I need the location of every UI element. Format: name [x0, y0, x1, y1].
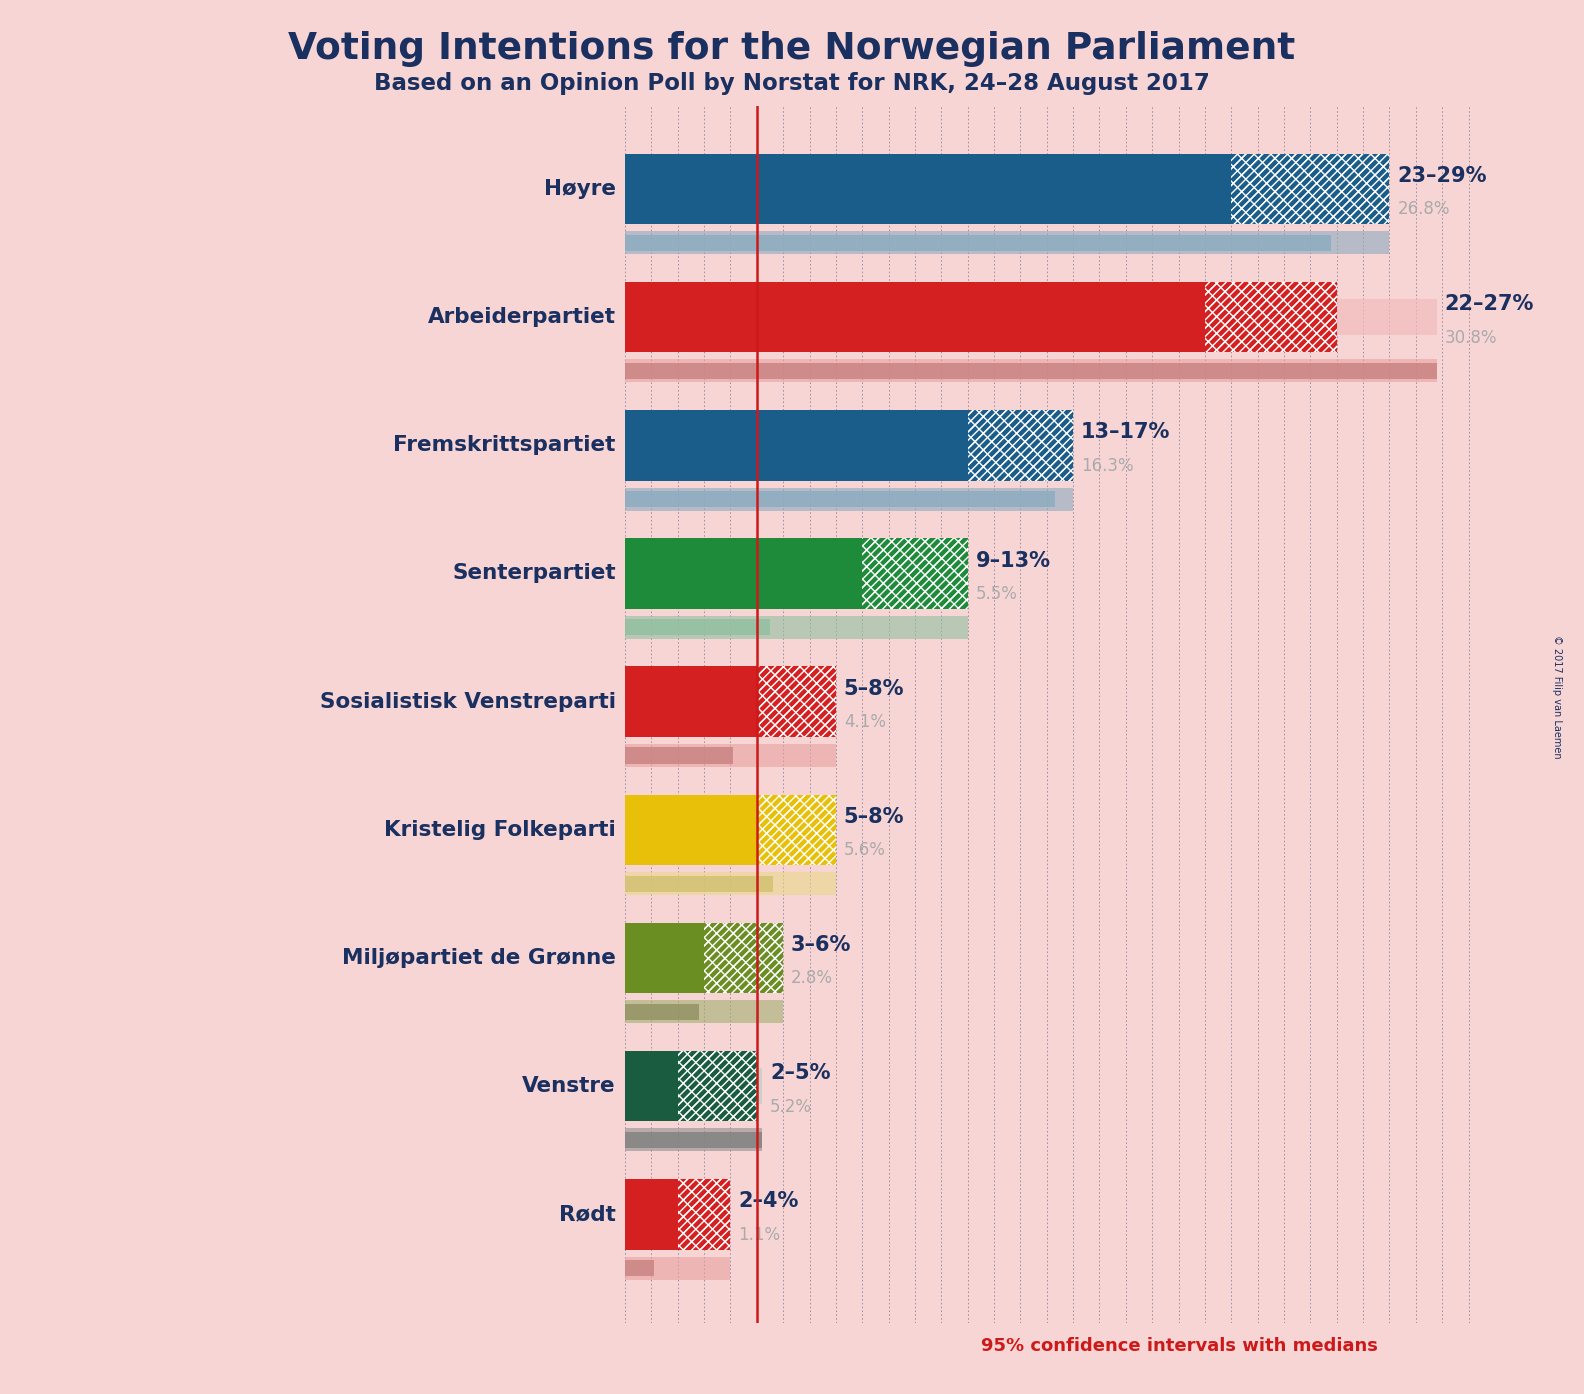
Bar	[862, 538, 968, 609]
Text: Venstre: Venstre	[523, 1076, 616, 1096]
Bar	[757, 666, 836, 737]
Bar	[626, 360, 1437, 382]
Text: 5–8%: 5–8%	[844, 807, 904, 827]
Bar	[968, 410, 1072, 481]
Bar	[626, 1001, 782, 1023]
Bar	[968, 410, 1072, 481]
Bar	[703, 923, 782, 993]
Text: Based on an Opinion Poll by Norstat for NRK, 24–28 August 2017: Based on an Opinion Poll by Norstat for …	[374, 72, 1210, 95]
Bar	[626, 1004, 699, 1020]
Bar	[626, 1179, 678, 1249]
Bar	[626, 875, 773, 892]
Bar	[626, 153, 1231, 224]
Text: 5–8%: 5–8%	[844, 679, 904, 698]
Text: 3–6%: 3–6%	[790, 935, 852, 955]
Text: 5.6%: 5.6%	[844, 842, 885, 859]
Bar	[1231, 153, 1389, 224]
Bar	[626, 923, 703, 993]
Bar	[626, 873, 836, 895]
Bar	[703, 923, 782, 993]
Bar	[626, 616, 968, 638]
Text: Senterpartiet: Senterpartiet	[451, 563, 616, 584]
Text: © 2017 Filip van Laemen: © 2017 Filip van Laemen	[1552, 636, 1562, 758]
Text: 9–13%: 9–13%	[976, 551, 1050, 570]
Bar	[626, 488, 1072, 510]
Text: 95% confidence intervals with medians: 95% confidence intervals with medians	[980, 1337, 1378, 1355]
Bar	[1231, 153, 1389, 224]
Text: Kristelig Folkeparti: Kristelig Folkeparti	[383, 820, 616, 839]
Bar	[626, 619, 770, 636]
Bar	[968, 410, 1072, 481]
Text: 2–5%: 2–5%	[770, 1064, 830, 1083]
Text: 26.8%: 26.8%	[1397, 201, 1449, 219]
Bar	[1337, 300, 1437, 335]
Bar	[626, 1132, 762, 1149]
Text: Miljøpartiet de Grønne: Miljøpartiet de Grønne	[342, 948, 616, 967]
Bar	[678, 1051, 757, 1121]
Bar	[862, 538, 968, 609]
Bar	[1205, 282, 1337, 353]
Bar	[626, 744, 836, 767]
Bar	[757, 795, 836, 866]
Text: 22–27%: 22–27%	[1445, 294, 1535, 314]
Text: Fremskrittspartiet: Fremskrittspartiet	[393, 435, 616, 456]
Bar	[626, 747, 733, 764]
Bar	[1231, 153, 1389, 224]
Bar	[626, 491, 1055, 507]
Text: 2–4%: 2–4%	[738, 1192, 798, 1211]
Bar	[626, 1051, 678, 1121]
Bar	[626, 362, 1437, 379]
Bar	[757, 795, 836, 866]
Bar	[626, 234, 1332, 251]
Text: 23–29%: 23–29%	[1397, 166, 1487, 187]
Bar	[1205, 282, 1337, 353]
Bar	[678, 1179, 730, 1249]
Bar	[626, 795, 757, 866]
Bar	[626, 538, 862, 609]
Bar	[626, 282, 1205, 353]
Bar	[1205, 282, 1337, 353]
Text: 2.8%: 2.8%	[790, 969, 833, 987]
Text: 4.1%: 4.1%	[844, 714, 885, 730]
Bar	[626, 1256, 730, 1280]
Bar	[678, 1179, 730, 1249]
Bar	[626, 231, 1389, 254]
Text: Arbeiderpartiet: Arbeiderpartiet	[428, 307, 616, 328]
Bar	[626, 666, 757, 737]
Bar	[757, 1068, 762, 1104]
Text: Rødt: Rødt	[559, 1204, 616, 1224]
Text: 5.5%: 5.5%	[976, 585, 1017, 604]
Bar	[862, 538, 968, 609]
Text: Sosialistisk Venstreparti: Sosialistisk Venstreparti	[320, 691, 616, 711]
Text: 30.8%: 30.8%	[1445, 329, 1497, 347]
Bar	[678, 1051, 757, 1121]
Text: Høyre: Høyre	[543, 178, 616, 199]
Bar	[678, 1051, 757, 1121]
Bar	[757, 666, 836, 737]
Bar	[757, 666, 836, 737]
Bar	[703, 923, 782, 993]
Text: Voting Intentions for the Norwegian Parliament: Voting Intentions for the Norwegian Parl…	[288, 31, 1296, 67]
Bar	[626, 1260, 654, 1276]
Text: 5.2%: 5.2%	[770, 1097, 813, 1115]
Bar	[626, 410, 968, 481]
Bar	[757, 795, 836, 866]
Text: 1.1%: 1.1%	[738, 1225, 781, 1243]
Bar	[626, 1128, 762, 1151]
Bar	[678, 1179, 730, 1249]
Text: 16.3%: 16.3%	[1080, 457, 1134, 475]
Text: 13–17%: 13–17%	[1080, 422, 1171, 442]
